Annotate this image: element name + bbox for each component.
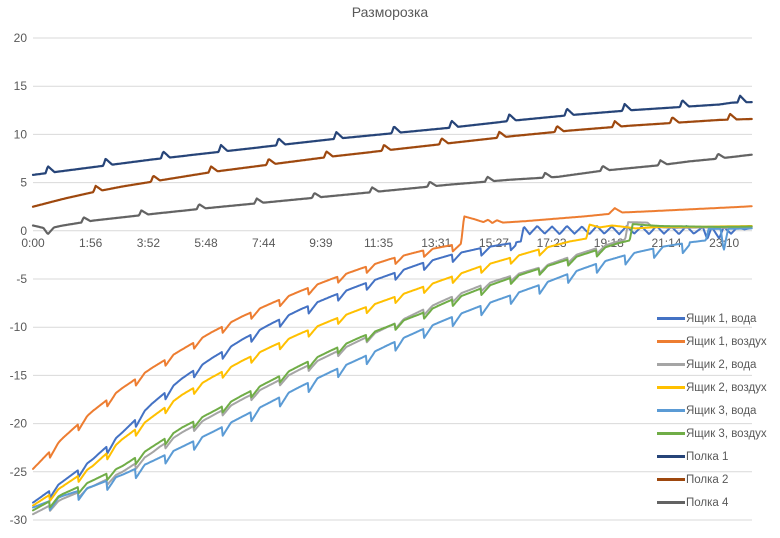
x-axis-label: 3:52	[137, 236, 161, 250]
x-axis-label: 7:44	[252, 236, 276, 250]
legend-line-swatch	[657, 317, 685, 320]
legend-item-1[interactable]: Ящик 1, воздух	[657, 330, 777, 353]
y-axis-label: 20	[14, 31, 28, 45]
series-line-1[interactable]	[32, 205, 753, 470]
series-line-8[interactable]	[31, 153, 753, 235]
y-axis-label: -25	[10, 465, 28, 479]
legend-label: Ящик 3, воздух	[686, 427, 767, 440]
legend-item-0[interactable]: Ящик 1, вода	[657, 307, 777, 330]
series-line-5[interactable]	[32, 223, 753, 512]
legend-line-swatch	[657, 363, 685, 366]
y-axis-label: -30	[10, 513, 28, 527]
y-axis-label: -5	[16, 272, 27, 286]
series-line-4[interactable]	[32, 227, 753, 511]
y-axis-label: -15	[10, 368, 28, 382]
x-axis-label: 19:18	[594, 236, 624, 250]
legend-line-swatch	[657, 432, 685, 435]
legend-label: Ящик 3, вода	[686, 404, 757, 417]
legend-item-8[interactable]: Полка 4	[657, 491, 777, 514]
legend-label: Ящик 1, воздух	[686, 335, 767, 348]
legend-item-5[interactable]: Ящик 3, воздух	[657, 422, 777, 445]
series-line-6[interactable]	[31, 94, 753, 176]
x-axis-label: 1:56	[79, 236, 103, 250]
x-axis-label: 0:00	[21, 236, 45, 250]
legend-label: Ящик 2, вода	[686, 358, 757, 371]
x-axis-label: 9:39	[309, 236, 333, 250]
legend-item-7[interactable]: Полка 2	[657, 468, 777, 491]
legend-item-2[interactable]: Ящик 2, вода	[657, 353, 777, 376]
legend-label: Полка 1	[686, 450, 729, 463]
y-axis-label: 10	[14, 127, 28, 141]
y-axis-label: 0	[20, 224, 27, 238]
x-axis-label: 17:23	[537, 236, 567, 250]
x-axis-label: 15:27	[479, 236, 509, 250]
legend-item-4[interactable]: Ящик 3, вода	[657, 399, 777, 422]
x-axis-label: 21:14	[651, 236, 681, 250]
legend-line-swatch	[657, 340, 685, 343]
x-axis-label: 5:48	[194, 236, 218, 250]
legend-line-swatch	[657, 455, 685, 458]
y-axis-label: 15	[14, 79, 28, 93]
legend-label: Ящик 1, вода	[686, 312, 757, 325]
legend-line-swatch	[657, 478, 685, 481]
legend-label: Полка 4	[686, 496, 729, 509]
legend-line-swatch	[657, 501, 685, 504]
legend-label: Полка 2	[686, 473, 729, 486]
legend-item-6[interactable]: Полка 1	[657, 445, 777, 468]
chart-title: Разморозка	[351, 4, 429, 20]
chart-legend: Ящик 1, вода Ящик 1, воздух Ящик 2, вода Ящ…	[657, 307, 777, 514]
y-axis-label: -20	[10, 417, 28, 431]
series-line-7[interactable]	[31, 112, 753, 208]
x-axis-label: 11:35	[364, 236, 393, 250]
legend-label: Ящик 2, воздух	[686, 381, 767, 394]
legend-item-3[interactable]: Ящик 2, воздух	[657, 376, 777, 399]
legend-line-swatch	[657, 386, 685, 389]
y-axis-label: -10	[10, 320, 28, 334]
legend-line-swatch	[657, 409, 685, 412]
y-axis-label: 5	[20, 176, 27, 190]
